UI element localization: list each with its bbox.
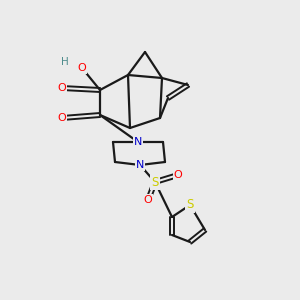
Text: O: O xyxy=(144,195,152,205)
Text: N: N xyxy=(136,160,144,170)
Text: O: O xyxy=(58,113,66,123)
Text: S: S xyxy=(151,176,159,188)
Text: O: O xyxy=(78,63,86,73)
Text: O: O xyxy=(58,83,66,93)
Text: H: H xyxy=(61,57,69,67)
Text: N: N xyxy=(134,137,142,147)
Text: S: S xyxy=(186,199,194,212)
Text: O: O xyxy=(174,170,182,180)
